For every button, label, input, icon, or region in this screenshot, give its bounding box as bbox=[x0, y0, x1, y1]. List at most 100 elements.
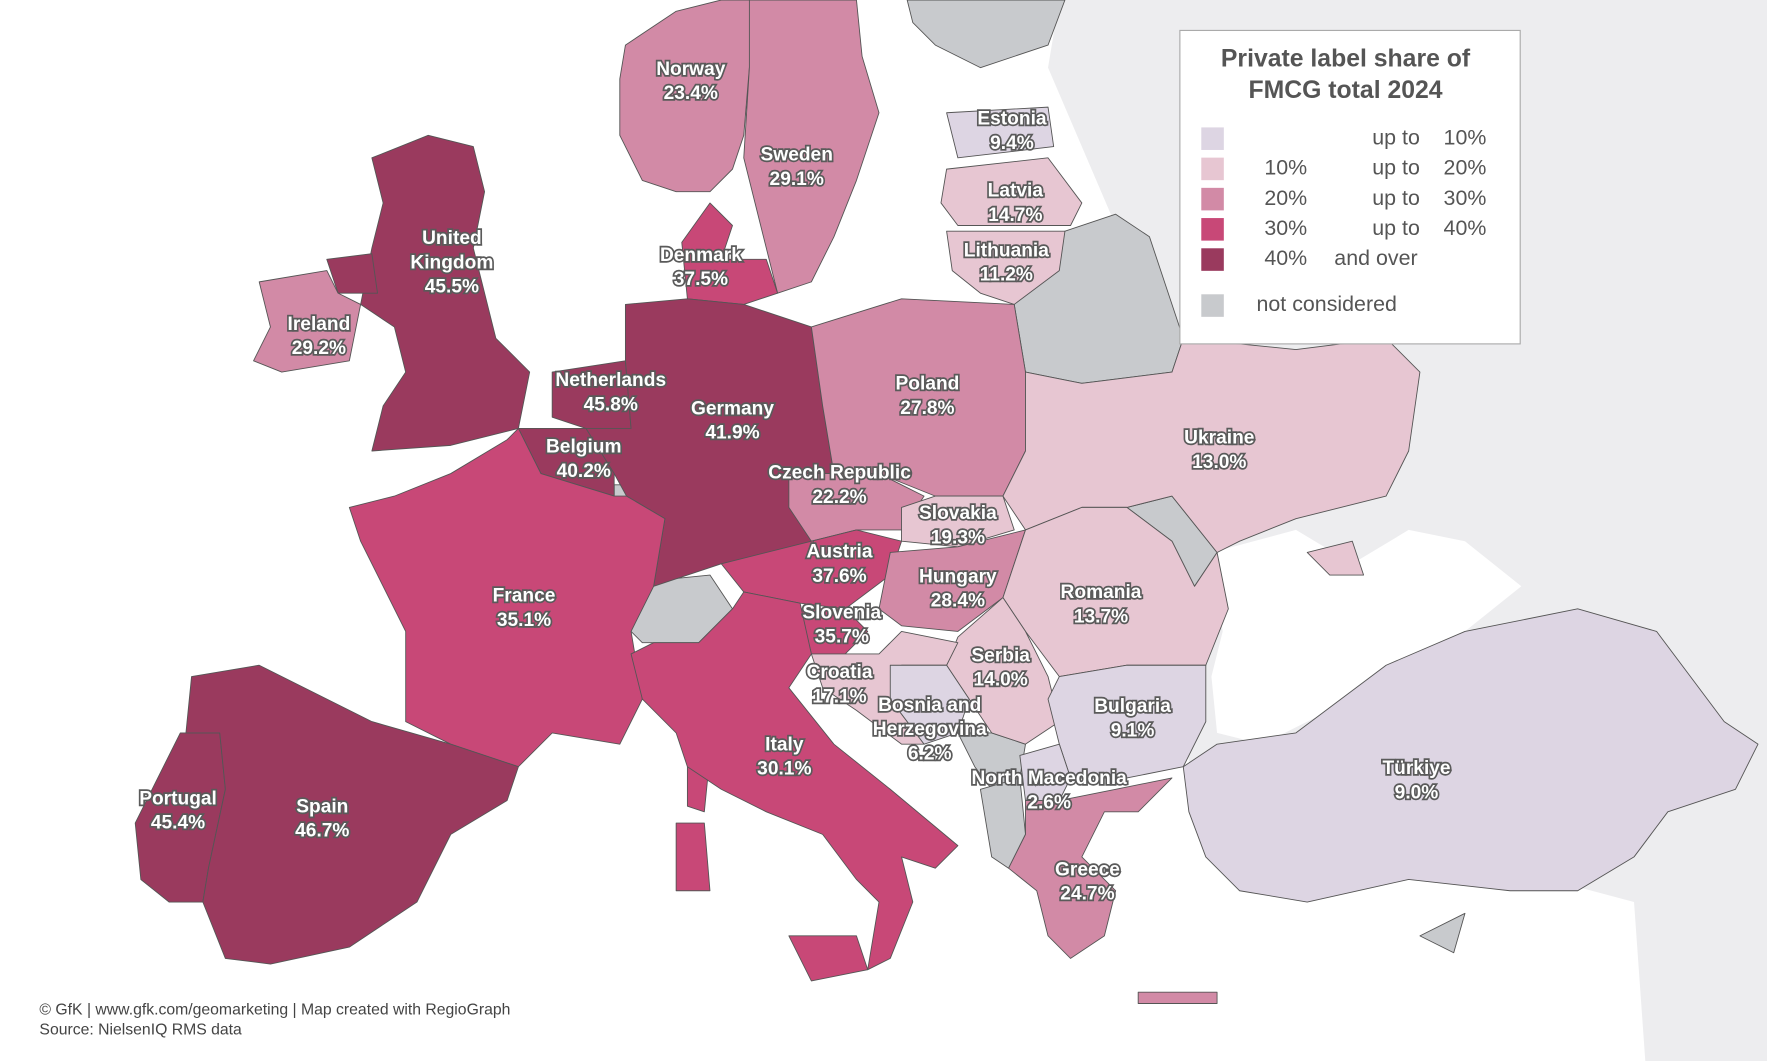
country bbox=[889, 664, 970, 745]
legend: Private label share of FMCG total 2024 up … bbox=[1201, 45, 1486, 317]
country-value: 19.3% bbox=[931, 527, 985, 548]
country-name: Slovenia bbox=[802, 602, 881, 623]
legend-box bbox=[1179, 29, 1521, 345]
country bbox=[1047, 664, 1207, 779]
country-name: Sweden bbox=[761, 145, 833, 166]
country bbox=[1019, 743, 1072, 801]
country-name: France bbox=[493, 586, 556, 607]
cyprus bbox=[1419, 912, 1466, 954]
country-name: Serbia bbox=[971, 645, 1030, 666]
country-value: 14.7% bbox=[988, 205, 1042, 226]
country-name: Lithuania bbox=[964, 240, 1049, 261]
country bbox=[185, 664, 519, 965]
black-sea bbox=[1211, 529, 1522, 745]
countries bbox=[134, 0, 1759, 1004]
legend-swatch bbox=[1201, 127, 1224, 150]
finland bbox=[906, 0, 1066, 69]
labels: Norway 23.4% Sweden 29.1% Estonia 9.4% Latvia 1… bbox=[138, 57, 1453, 906]
country-name: Germany bbox=[691, 398, 774, 419]
country-name: Kingdom bbox=[410, 252, 493, 273]
country-name: Bulgaria bbox=[1094, 696, 1171, 717]
country-name: Herzegovina bbox=[873, 719, 987, 740]
legend-label: not considered bbox=[1257, 292, 1397, 316]
legend-min: 10% bbox=[1264, 156, 1307, 180]
legend-max: 40% bbox=[1444, 216, 1487, 240]
country-name: Slovakia bbox=[919, 503, 997, 524]
country-name: Portugal bbox=[139, 788, 217, 809]
country-value: 46.7% bbox=[295, 821, 349, 842]
country-value: 2.6% bbox=[1027, 792, 1071, 813]
country-name: North Macedonia bbox=[971, 768, 1127, 789]
country bbox=[1137, 991, 1218, 1004]
legend-swatch bbox=[1201, 248, 1224, 271]
country-value: 30.1% bbox=[757, 759, 811, 780]
country bbox=[878, 529, 1026, 632]
source: Source: NielsenIQ RMS data bbox=[39, 1022, 242, 1039]
legend-connector: up to bbox=[1372, 125, 1420, 149]
country-value: 28.4% bbox=[931, 591, 985, 612]
country-name: Netherlands bbox=[555, 370, 666, 391]
country-name: Spain bbox=[296, 796, 348, 817]
legend-title: Private label share of bbox=[1221, 45, 1471, 72]
country-name: United bbox=[422, 228, 482, 249]
country-value: 6.2% bbox=[908, 743, 952, 764]
country-name: Estonia bbox=[977, 109, 1047, 130]
country bbox=[788, 935, 869, 982]
country-value: 37.6% bbox=[812, 566, 866, 587]
country-value: 35.7% bbox=[815, 627, 869, 648]
country-name: Greece bbox=[1055, 860, 1120, 881]
legend-max: 30% bbox=[1444, 186, 1487, 210]
legend-connector: up to bbox=[1372, 216, 1420, 240]
country-value: 23.4% bbox=[664, 83, 718, 104]
country-value: 37.5% bbox=[674, 269, 728, 290]
country-value: 24.7% bbox=[1060, 884, 1114, 905]
legend-connector: up to bbox=[1372, 186, 1420, 210]
legend-min: 20% bbox=[1264, 186, 1307, 210]
country-value: 45.5% bbox=[425, 277, 479, 298]
country-name: Austria bbox=[807, 542, 873, 563]
country-name: Ukraine bbox=[1184, 428, 1254, 449]
country-name: Latvia bbox=[988, 181, 1044, 202]
legend-connector: up to bbox=[1372, 156, 1420, 180]
country-value: 45.8% bbox=[584, 394, 638, 415]
country-value: 9.0% bbox=[1395, 782, 1439, 803]
country-value: 13.0% bbox=[1192, 452, 1246, 473]
country-value: 22.2% bbox=[812, 487, 866, 508]
country-name: Croatia bbox=[807, 662, 873, 683]
country-value: 13.7% bbox=[1074, 606, 1128, 627]
country-name: Romania bbox=[1061, 582, 1142, 603]
legend-max: 20% bbox=[1444, 156, 1487, 180]
credit: © GfK | www.gfk.com/geomarketing | Map c… bbox=[39, 1001, 510, 1018]
country-value: 27.8% bbox=[900, 398, 954, 419]
country-name: Bosnia and bbox=[878, 695, 981, 716]
legend-swatch bbox=[1201, 187, 1224, 211]
country-name: Ireland bbox=[288, 314, 351, 335]
country bbox=[743, 0, 880, 294]
country bbox=[940, 157, 1083, 226]
country-value: 17.1% bbox=[812, 686, 866, 707]
legend-max: 10% bbox=[1444, 125, 1487, 149]
country bbox=[348, 428, 666, 768]
country-name: Türkiye bbox=[1382, 758, 1450, 779]
country-value: 11.2% bbox=[980, 265, 1033, 286]
country-value: 40.2% bbox=[557, 461, 611, 482]
country-name: Hungary bbox=[919, 566, 997, 587]
country bbox=[1008, 777, 1173, 959]
country-name: Belgium bbox=[546, 437, 622, 458]
country-name: Poland bbox=[896, 374, 960, 395]
country bbox=[326, 253, 378, 294]
country-value: 9.4% bbox=[990, 133, 1034, 154]
country-value: 29.2% bbox=[292, 338, 346, 359]
country bbox=[675, 822, 711, 892]
country-value: 41.9% bbox=[705, 423, 759, 444]
country-name: Denmark bbox=[660, 245, 742, 266]
country bbox=[253, 270, 362, 373]
legend-swatch bbox=[1201, 157, 1224, 181]
legend-title: FMCG total 2024 bbox=[1248, 77, 1442, 104]
country bbox=[1182, 608, 1759, 903]
country bbox=[946, 106, 1055, 159]
legend-connector: and over bbox=[1334, 246, 1417, 270]
country-name: Italy bbox=[765, 734, 804, 755]
legend-swatch bbox=[1201, 218, 1224, 241]
